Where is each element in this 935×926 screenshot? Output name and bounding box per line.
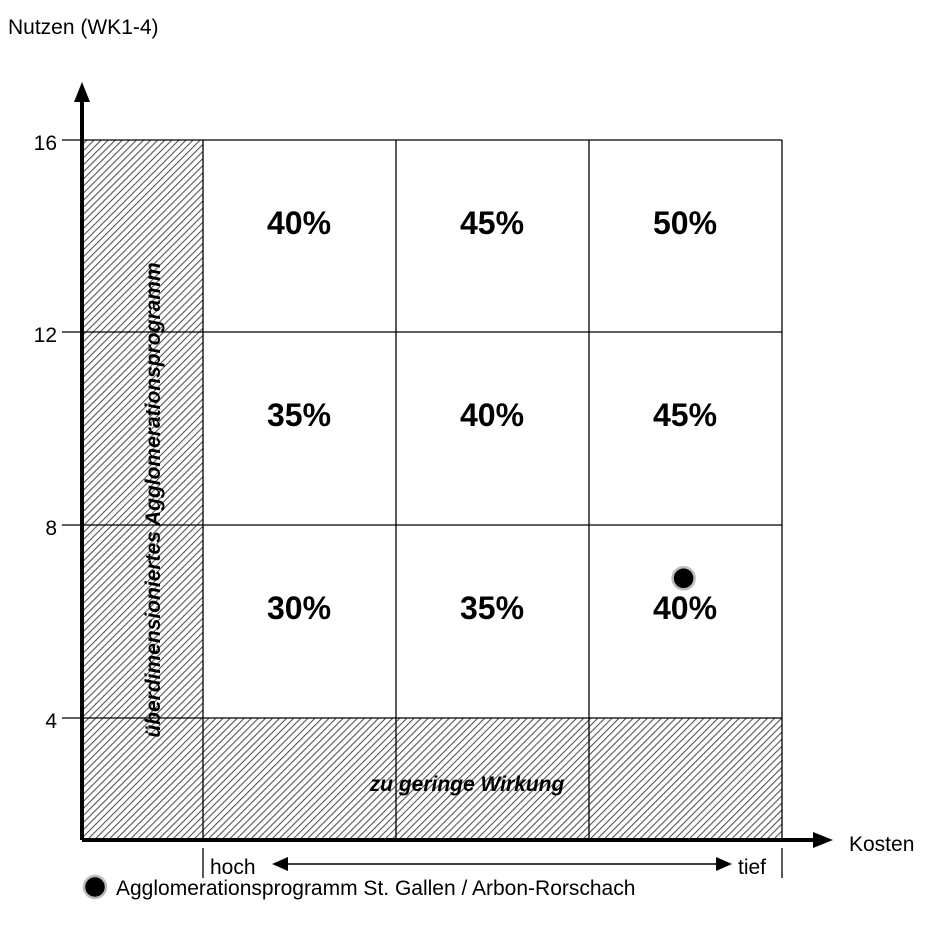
y-tick-label-4: 4 <box>45 710 57 733</box>
y-axis-arrowhead <box>74 82 90 102</box>
cell-label: 35% <box>460 590 524 626</box>
y-axis-title: Nutzen (WK1-4) <box>8 16 159 39</box>
cell-label: 45% <box>653 397 717 433</box>
cost-scale-left-label: hoch <box>210 856 256 879</box>
cell-label: 40% <box>267 205 331 241</box>
cost-scale-right-label: tief <box>738 856 766 879</box>
grid <box>82 139 783 840</box>
legend-marker <box>82 874 108 900</box>
cost-scale-arrowhead-left <box>272 857 288 871</box>
bottom-zone-label: zu geringe Wirkung <box>369 773 565 796</box>
x-axis-arrowhead <box>813 832 833 848</box>
cell-label: 35% <box>267 397 331 433</box>
cell-label: 45% <box>460 205 524 241</box>
cell-label: 30% <box>267 590 331 626</box>
cell-label: 50% <box>653 205 717 241</box>
cost-scale-arrowhead-right <box>716 857 732 871</box>
bottom-zone <box>203 718 782 840</box>
y-tick-label-8: 8 <box>45 517 57 540</box>
y-tick-label-16: 16 <box>34 132 57 155</box>
cell-label: 40% <box>460 397 524 433</box>
cell-labels: 40% 45% 50% 35% 40% 45% 30% 35% 40% <box>267 205 717 626</box>
y-tick-label-12: 12 <box>34 324 57 347</box>
cell-label: 40% <box>653 590 717 626</box>
x-axis-title: Kosten <box>849 833 914 856</box>
y-ticks <box>62 139 82 719</box>
data-point <box>671 566 696 591</box>
left-zone-label: überdimensioniertes Agglomerationsprogra… <box>142 262 165 737</box>
left-zone <box>82 140 203 840</box>
legend-label: Agglomerationsprogramm St. Gallen / Arbo… <box>116 877 635 900</box>
